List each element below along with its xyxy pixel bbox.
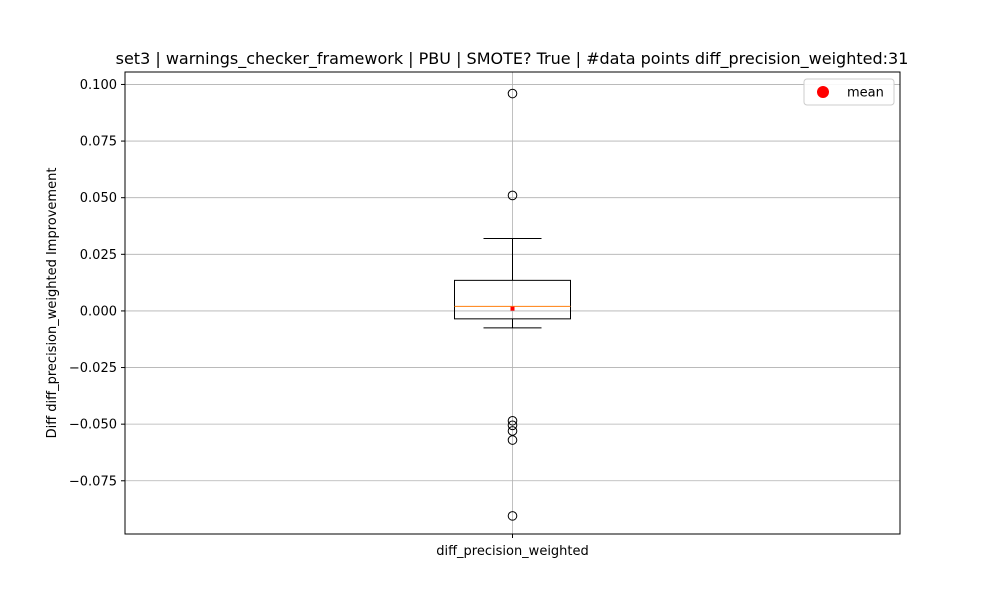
legend: mean bbox=[803, 78, 895, 106]
y-axis-label: Diff diff_precision_weighted Improvement bbox=[45, 168, 60, 439]
outlier-point bbox=[507, 435, 518, 445]
outlier-point bbox=[507, 190, 518, 201]
outlier-point bbox=[507, 420, 518, 431]
y-tick-label: −0.050 bbox=[69, 418, 117, 433]
interquartile-box bbox=[454, 279, 571, 320]
mean-marker bbox=[510, 306, 515, 311]
y-tick-label: 0.100 bbox=[80, 78, 117, 93]
legend-box bbox=[803, 78, 895, 106]
axis-ticks: −0.075 −0.050 −0.025 0.000 0.025 0.050 0.075 0.… bbox=[69, 78, 589, 559]
y-tick-label: −0.025 bbox=[69, 361, 117, 376]
y-tick-label: 0.075 bbox=[80, 135, 117, 150]
box-plot-elements bbox=[454, 88, 571, 521]
y-tick-label: 0.050 bbox=[80, 191, 117, 206]
x-tick-label: diff_precision_weighted bbox=[436, 544, 589, 559]
y-tick-label: −0.075 bbox=[69, 474, 117, 489]
chart-title: set3 | warnings_checker_framework | PBU … bbox=[116, 49, 909, 69]
outlier-point bbox=[507, 88, 518, 99]
outlier-point bbox=[507, 511, 518, 521]
y-tick-label: 0.025 bbox=[80, 248, 117, 263]
legend-label: mean bbox=[847, 86, 884, 101]
y-tick-label: 0.000 bbox=[80, 304, 117, 319]
outlier-point bbox=[507, 415, 518, 426]
legend-mean-marker bbox=[817, 86, 829, 98]
grid-lines bbox=[125, 72, 900, 534]
